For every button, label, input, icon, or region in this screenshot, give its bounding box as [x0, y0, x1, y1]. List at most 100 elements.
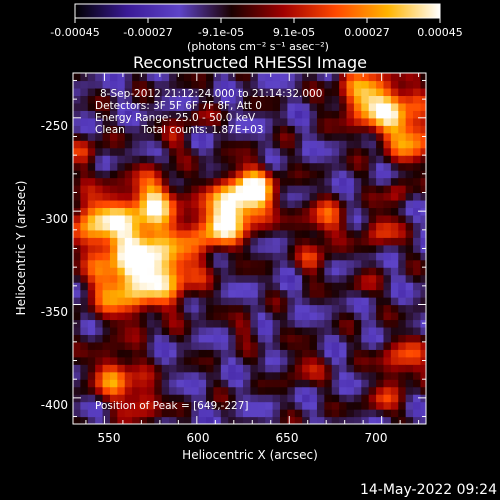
heatmap-cell [132, 364, 141, 373]
heatmap-cell [176, 349, 185, 358]
heatmap-cell [169, 170, 178, 179]
heatmap-cell [413, 334, 422, 343]
heatmap-cell [191, 110, 200, 119]
heatmap-cell [87, 252, 96, 261]
heatmap-cell [161, 252, 170, 261]
heatmap-cell [272, 244, 281, 253]
heatmap-cell [198, 356, 207, 365]
heatmap-cell [302, 297, 311, 306]
heatmap-cell [102, 162, 111, 171]
heatmap-cell [213, 117, 222, 126]
heatmap-cell [213, 371, 222, 380]
heatmap-cell [302, 379, 311, 388]
heatmap-cell [368, 199, 377, 209]
heatmap-cell [183, 334, 192, 343]
heatmap-cell [220, 304, 229, 313]
heatmap-cell [420, 229, 426, 238]
heatmap-cell [331, 267, 340, 276]
heatmap-cell [287, 185, 296, 194]
heatmap-cell [213, 132, 222, 141]
heatmap-cell [206, 147, 215, 156]
heatmap-cell [73, 259, 81, 268]
heatmap-cell [294, 214, 303, 223]
heatmap-cell [183, 244, 192, 253]
heatmap-cell [243, 386, 252, 395]
heatmap-cell [302, 192, 311, 201]
heatmap-cell [413, 132, 422, 141]
heatmap-cell [191, 394, 200, 403]
heatmap-cell [146, 87, 155, 97]
heatmap-cell [279, 229, 288, 238]
heatmap-cell [243, 259, 252, 268]
heatmap-cell [206, 356, 215, 365]
heatmap-cell [265, 199, 274, 209]
heatmap-cell [176, 95, 185, 104]
heatmap-cell [191, 244, 200, 253]
heatmap-cell [161, 155, 170, 164]
heatmap-cell [294, 95, 303, 104]
heatmap-cell [361, 364, 370, 373]
heatmap-cell [220, 371, 229, 380]
heatmap-cell [176, 244, 185, 253]
heatmap-cell [235, 371, 244, 380]
heatmap-cell [95, 341, 104, 350]
heatmap-cell [309, 73, 318, 82]
heatmap-cell [302, 341, 311, 350]
heatmap-cell [243, 401, 252, 410]
heatmap-cell [109, 140, 118, 149]
heatmap-cell [383, 73, 392, 82]
heatmap-cell [265, 416, 274, 424]
heatmap-cell [80, 289, 89, 298]
heatmap-cell [139, 95, 148, 104]
heatmap-cell [302, 319, 311, 328]
heatmap-cell [139, 394, 148, 403]
heatmap-cell [405, 185, 414, 194]
y-tick-label-300: -300 [41, 212, 68, 226]
heatmap-cell [287, 132, 296, 141]
heatmap-cell [154, 334, 163, 343]
heatmap-cell [198, 73, 207, 82]
heatmap-cell [368, 222, 377, 231]
heatmap-cell [405, 311, 414, 321]
heatmap-cell [206, 185, 215, 194]
heatmap-cell [265, 341, 274, 350]
heatmap-cell [109, 222, 118, 231]
heatmap-cell [294, 132, 303, 141]
heatmap-cell [361, 155, 370, 164]
heatmap-cell [272, 73, 281, 82]
heatmap-cell [117, 162, 126, 171]
heatmap-cell [213, 364, 222, 373]
heatmap-cell [272, 140, 281, 149]
heatmap-cell [302, 170, 311, 179]
heatmap-cell [169, 87, 178, 97]
heatmap-cell [154, 386, 163, 395]
heatmap-cell [413, 87, 422, 97]
heatmap-cell [405, 95, 414, 104]
heatmap-cell [265, 177, 274, 186]
heatmap-cell [339, 386, 348, 395]
heatmap-cell [243, 207, 252, 216]
heatmap-cell [132, 222, 141, 231]
chart-title: Reconstructed RHESSI Image [133, 53, 367, 72]
heatmap-cell [154, 125, 163, 134]
y-tick-label-400: -400 [41, 398, 68, 412]
heatmap-cell [183, 117, 192, 126]
heatmap-cell [368, 356, 377, 365]
heatmap-cell [302, 87, 311, 97]
heatmap-cell [109, 117, 118, 126]
heatmap-cell [250, 237, 259, 246]
heatmap-cell [398, 364, 407, 373]
heatmap-cell [294, 356, 303, 365]
heatmap-cell [235, 140, 244, 149]
heatmap-cell [265, 274, 274, 283]
heatmap-cell [294, 229, 303, 238]
heatmap-cell [294, 341, 303, 350]
heatmap-cell [346, 259, 355, 268]
heatmap-cell [257, 229, 266, 238]
heatmap-cell [87, 87, 96, 97]
heatmap-cell [250, 289, 259, 298]
heatmap-cell [95, 87, 104, 97]
heatmap-cell [383, 244, 392, 253]
heatmap-cell [154, 364, 163, 373]
heatmap-cell [169, 185, 178, 194]
